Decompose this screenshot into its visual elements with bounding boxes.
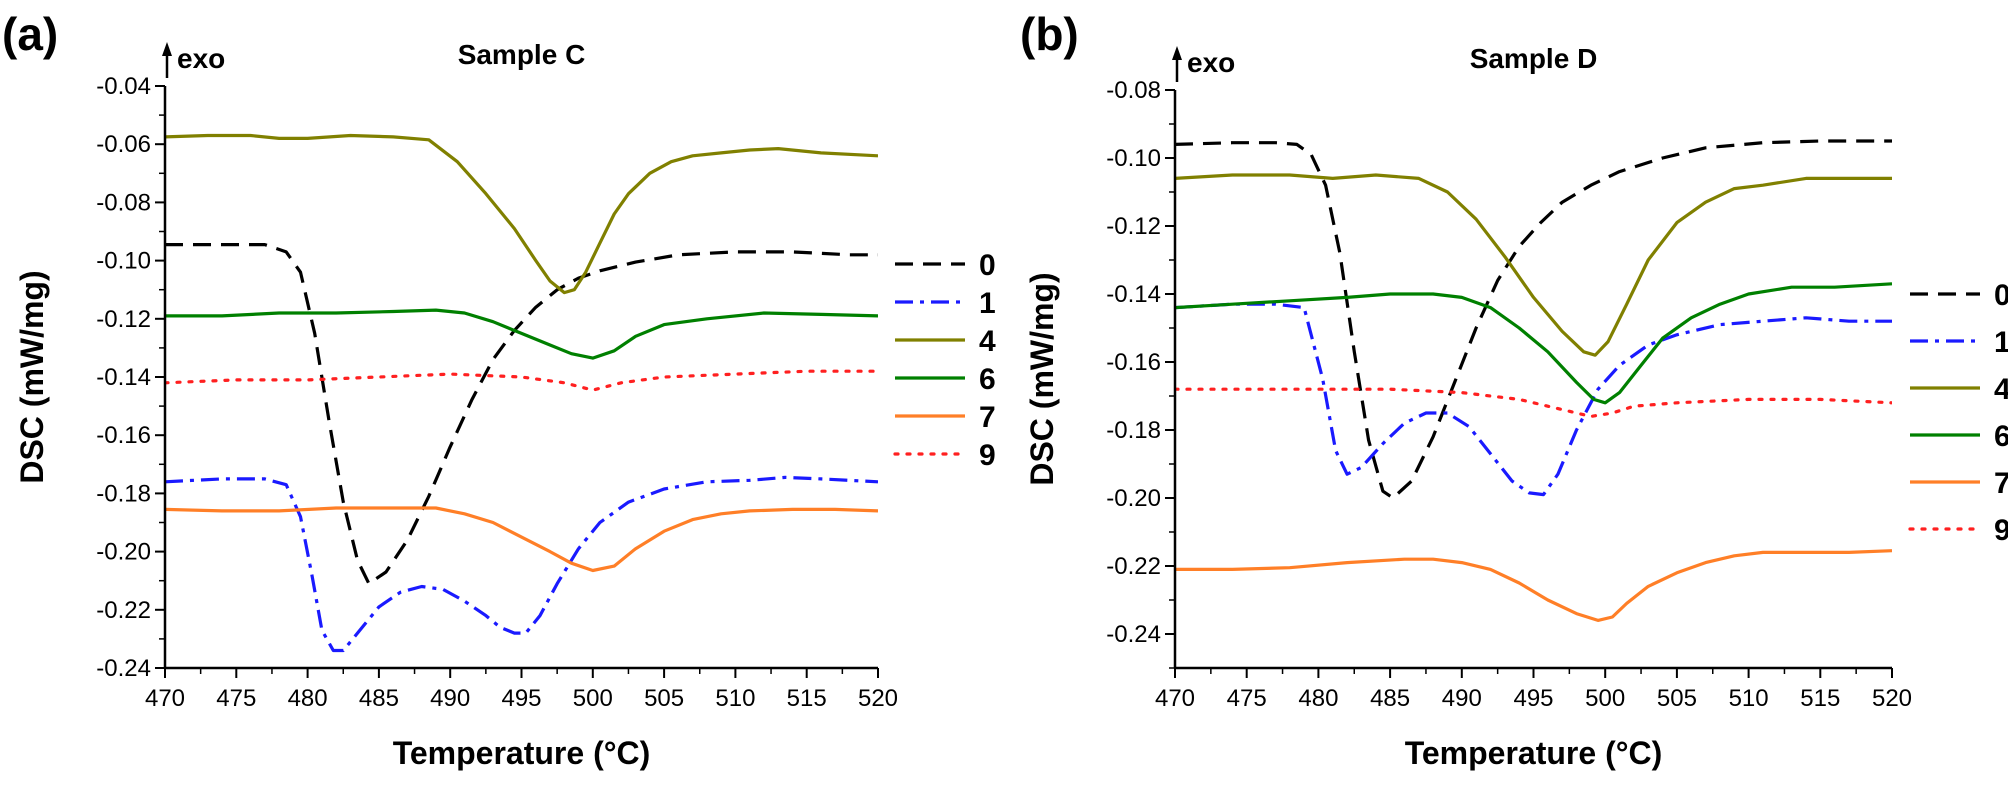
series-line-0 — [1175, 139, 1892, 500]
legend-label-1: 1 — [1994, 326, 2008, 359]
y-tick-label: -0.14 — [1106, 281, 1161, 308]
x-tick-label: 510 — [715, 685, 755, 712]
legend: 0 1 4 6 7 9 — [893, 249, 996, 472]
x-tick-label: 505 — [644, 685, 684, 712]
series-line-4 — [1175, 173, 1892, 357]
y-axis-title: DSC (mW/mg) — [14, 270, 50, 483]
series-line-0 — [165, 243, 878, 586]
exo-arrowhead-icon — [162, 42, 172, 56]
x-tick-label: 475 — [1227, 685, 1267, 712]
panel-label: (a) — [2, 8, 58, 60]
y-tick-label: -0.10 — [96, 248, 151, 275]
series-group — [1175, 139, 1892, 623]
y-tick-label: -0.20 — [96, 539, 151, 566]
x-tick-label: 490 — [430, 685, 470, 712]
x-tick-label: 520 — [1872, 685, 1912, 712]
y-tick-label: -0.06 — [96, 131, 151, 158]
y-tick-label: -0.08 — [1106, 77, 1161, 104]
y-tick-label: -0.20 — [1106, 485, 1161, 512]
legend-label-7: 7 — [1994, 467, 2008, 500]
x-tick-label: 515 — [787, 685, 827, 712]
legend-label-0: 0 — [1994, 279, 2008, 312]
series-line-9 — [165, 369, 878, 392]
series-line-6 — [1175, 282, 1892, 405]
x-tick-label: 490 — [1442, 685, 1482, 712]
x-tick-label: 485 — [359, 685, 399, 712]
legend-label-9: 9 — [1994, 514, 2008, 547]
exo-label: exo — [177, 43, 225, 74]
panel-label: (b) — [1020, 8, 1079, 60]
x-tick-label: 485 — [1370, 685, 1410, 712]
y-tick-label: -0.04 — [96, 73, 151, 100]
x-tick-label: 470 — [1155, 685, 1195, 712]
x-tick-label: 470 — [145, 685, 185, 712]
y-tick-label: -0.16 — [1106, 349, 1161, 376]
y-tick-label: -0.08 — [96, 189, 151, 216]
series-line-6 — [165, 308, 878, 360]
series-line-7 — [1175, 549, 1892, 623]
legend-label-1: 1 — [979, 287, 996, 320]
x-tick-label: 480 — [288, 685, 328, 712]
exo-arrowhead-icon — [1172, 46, 1182, 60]
series-group — [165, 133, 878, 653]
y-tick-label: -0.18 — [96, 480, 151, 507]
y-tick-label: -0.24 — [1106, 621, 1161, 648]
x-tick-label: 500 — [1585, 685, 1625, 712]
y-tick-label: -0.14 — [96, 364, 151, 391]
x-tick-label: 505 — [1657, 685, 1697, 712]
y-tick-label: -0.18 — [1106, 417, 1161, 444]
chart-title: Sample D — [1470, 43, 1598, 74]
x-tick-label: 510 — [1729, 685, 1769, 712]
y-tick-label: -0.24 — [96, 655, 151, 682]
y-tick-label: -0.12 — [96, 306, 151, 333]
series-line-4 — [165, 133, 878, 295]
y-tick-label: -0.16 — [96, 422, 151, 449]
y-tick-label: -0.22 — [96, 597, 151, 624]
legend-label-6: 6 — [979, 363, 996, 396]
series-line-9 — [1175, 387, 1892, 418]
x-tick-label: 475 — [216, 685, 256, 712]
x-tick-label: 480 — [1298, 685, 1338, 712]
series-line-1 — [1175, 302, 1892, 497]
y-tick-label: -0.22 — [1106, 553, 1161, 580]
y-axis-title: DSC (mW/mg) — [1024, 272, 1060, 485]
x-axis-title: Temperature (°C) — [1405, 735, 1663, 771]
x-tick-label: 515 — [1800, 685, 1840, 712]
legend-label-4: 4 — [979, 325, 996, 358]
legend-label-6: 6 — [1994, 420, 2008, 453]
y-tick-label: -0.10 — [1106, 145, 1161, 172]
legend: 0 1 4 6 7 9 — [1908, 279, 2008, 547]
series-line-7 — [165, 506, 878, 573]
legend-label-9: 9 — [979, 439, 996, 472]
series-line-1 — [165, 475, 878, 653]
exo-label: exo — [1187, 47, 1235, 78]
y-tick-label: -0.12 — [1106, 213, 1161, 240]
x-tick-label: 495 — [501, 685, 541, 712]
x-axis-title: Temperature (°C) — [393, 735, 651, 771]
legend-label-4: 4 — [1994, 373, 2008, 406]
x-tick-label: 520 — [858, 685, 898, 712]
x-tick-label: 495 — [1513, 685, 1553, 712]
legend-label-7: 7 — [979, 401, 996, 434]
legend-label-0: 0 — [979, 249, 996, 282]
x-tick-label: 500 — [573, 685, 613, 712]
chart-title: Sample C — [458, 39, 586, 70]
